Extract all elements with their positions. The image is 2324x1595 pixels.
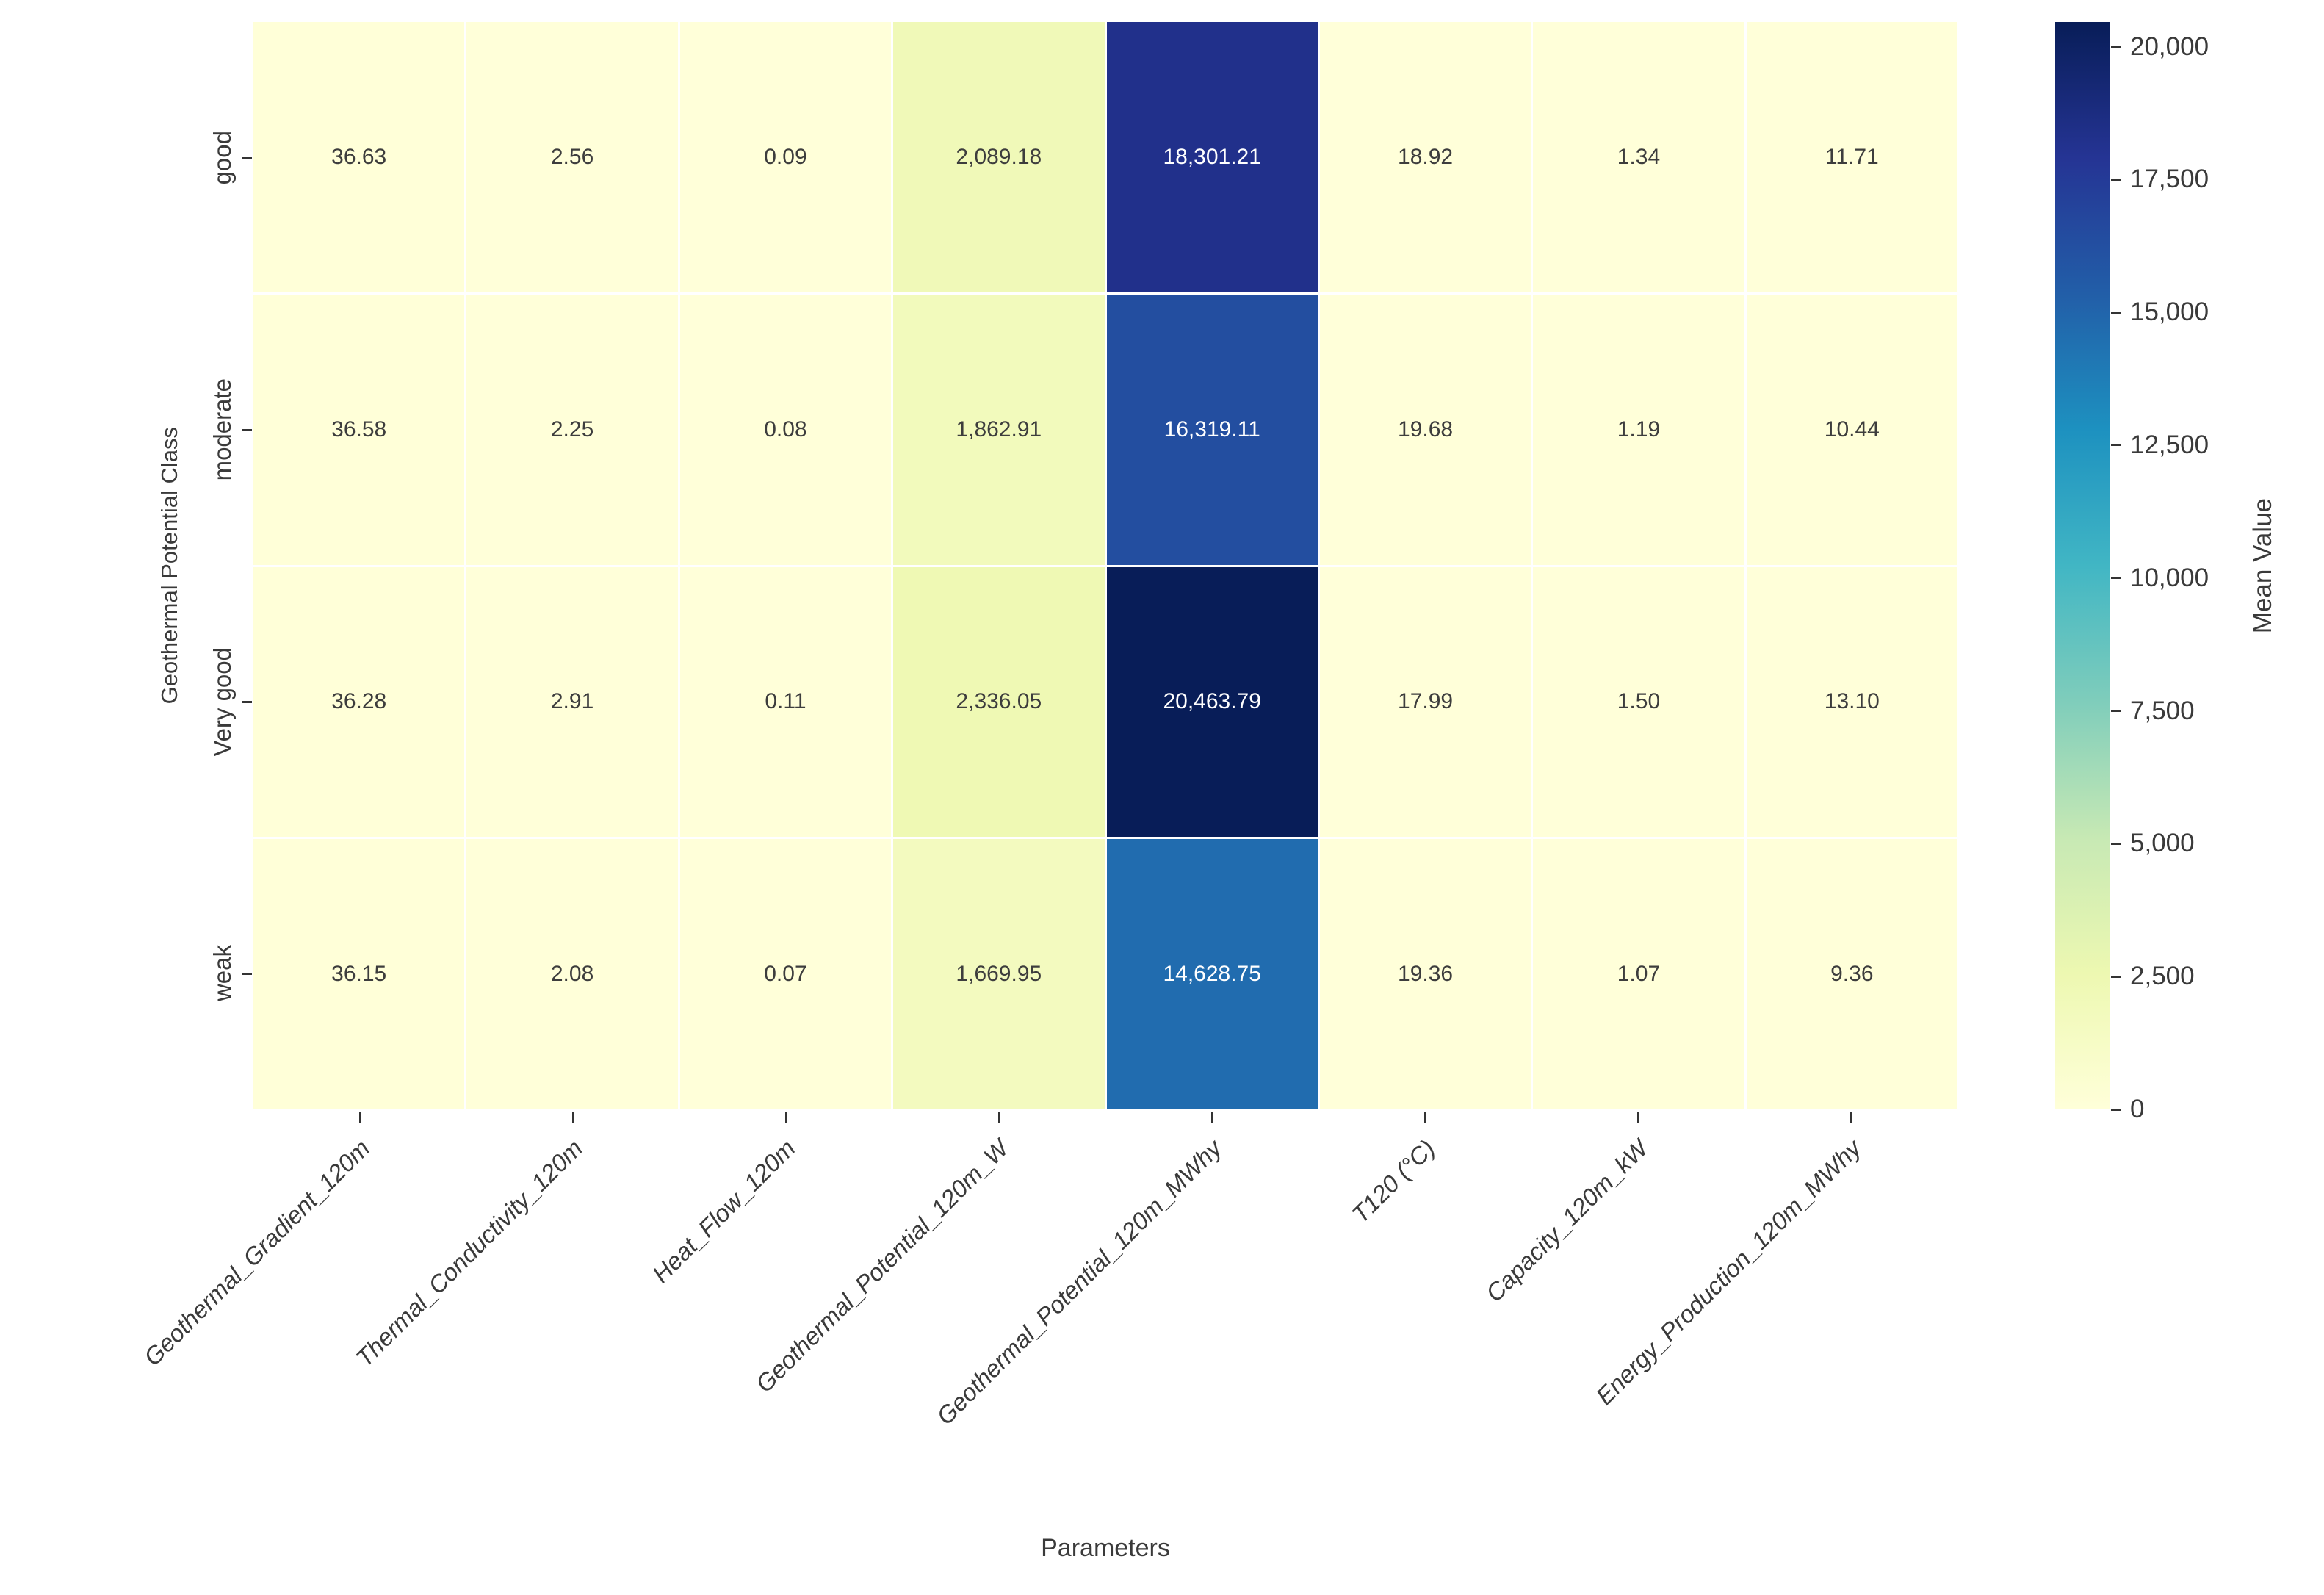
- heatmap-cell: 1.19: [1533, 294, 1744, 565]
- colorbar-tick-mark: [2111, 710, 2121, 713]
- heatmap-cell: 2,089.18: [893, 22, 1105, 292]
- heatmap-cell: 1,862.91: [893, 294, 1105, 565]
- colorbar-tick-label: 0: [2130, 1095, 2145, 1123]
- heatmap-cell: 10.44: [1746, 294, 1957, 565]
- colorbar-gradient: [2055, 22, 2110, 1109]
- heatmap-cell: 2,336.05: [893, 566, 1105, 838]
- heatmap-cell: 19.68: [1319, 294, 1531, 565]
- colorbar-tick-mark: [2111, 975, 2121, 978]
- heatmap-cell: 36.28: [253, 566, 465, 838]
- colorbar-tick-mark: [2111, 842, 2121, 845]
- colorbar-tick-label: 20,000: [2130, 32, 2209, 61]
- y-tick-mark: [242, 972, 252, 975]
- heatmap-cell: 1,669.95: [893, 839, 1105, 1109]
- y-tick-label: weak: [209, 945, 236, 1002]
- y-tick-label: Very good: [209, 647, 236, 757]
- heatmap-cell: 18,301.21: [1106, 22, 1318, 292]
- colorbar-tick-mark: [2111, 178, 2121, 181]
- heatmap-cell: 11.71: [1746, 22, 1957, 292]
- colorbar-tick-mark: [2111, 46, 2121, 48]
- heatmap-cell: 1.07: [1533, 839, 1744, 1109]
- x-axis-label: Parameters: [1041, 1534, 1170, 1562]
- heatmap-cell: 36.63: [253, 22, 465, 292]
- y-tick-mark: [242, 428, 252, 431]
- colorbar-tick-mark: [2111, 1108, 2121, 1111]
- heatmap-cell: 16,319.11: [1106, 294, 1318, 565]
- x-tick-mark: [1423, 1112, 1426, 1123]
- heatmap-cell: 19.36: [1319, 839, 1531, 1109]
- x-tick-mark: [1636, 1112, 1639, 1123]
- y-tick-mark: [242, 700, 252, 703]
- colorbar-tick-label: 10,000: [2130, 563, 2209, 592]
- heatmap-cell: 1.50: [1533, 566, 1744, 838]
- heatmap-cell: 0.07: [679, 839, 892, 1109]
- heatmap-cell: 2.56: [466, 22, 678, 292]
- colorbar-tick-mark: [2111, 577, 2121, 580]
- x-tick-mark: [1210, 1112, 1213, 1123]
- colorbar-label: Mean Value: [2248, 497, 2277, 634]
- colorbar-tick-label: 17,500: [2130, 165, 2209, 194]
- y-tick-mark: [242, 156, 252, 159]
- x-tick-mark: [358, 1112, 361, 1123]
- heatmap-cell: 17.99: [1319, 566, 1531, 838]
- heatmap-cell: 1.34: [1533, 22, 1744, 292]
- heatmap-cell: 0.11: [679, 566, 892, 838]
- colorbar-tick-mark: [2111, 444, 2121, 447]
- colorbar-tick-label: 15,000: [2130, 298, 2209, 327]
- heatmap-cell: 2.25: [466, 294, 678, 565]
- colorbar-tick-mark: [2111, 311, 2121, 314]
- y-axis-label: Geothermal Potential Class: [156, 427, 182, 705]
- heatmap-cell: 9.36: [1746, 839, 1957, 1109]
- colorbar-tick-label: 5,000: [2130, 829, 2195, 858]
- heatmap-cell: 0.09: [679, 22, 892, 292]
- y-tick-label: moderate: [209, 378, 236, 481]
- x-tick-mark: [1850, 1112, 1852, 1123]
- heatmap-cell: 20,463.79: [1106, 566, 1318, 838]
- y-tick-label: good: [209, 131, 236, 185]
- heatmap-cell: 0.08: [679, 294, 892, 565]
- x-tick-mark: [784, 1112, 787, 1123]
- x-tick-mark: [571, 1112, 574, 1123]
- heatmap-cell: 2.08: [466, 839, 678, 1109]
- heatmap-cell: 14,628.75: [1106, 839, 1318, 1109]
- colorbar-tick-label: 2,500: [2130, 962, 2195, 991]
- heatmap-cell: 36.15: [253, 839, 465, 1109]
- heatmap-grid: 36.63 2.56 0.09 2,089.18 18,301.21 18.92 1.34 1…: [253, 22, 1957, 1109]
- colorbar-tick-label: 12,500: [2130, 430, 2209, 459]
- heatmap-cell: 18.92: [1319, 22, 1531, 292]
- heatmap-cell: 13.10: [1746, 566, 1957, 838]
- colorbar-tick-label: 7,500: [2130, 696, 2195, 725]
- heatmap-cell: 36.58: [253, 294, 465, 565]
- heatmap-cell: 2.91: [466, 566, 678, 838]
- x-tick-mark: [997, 1112, 1000, 1123]
